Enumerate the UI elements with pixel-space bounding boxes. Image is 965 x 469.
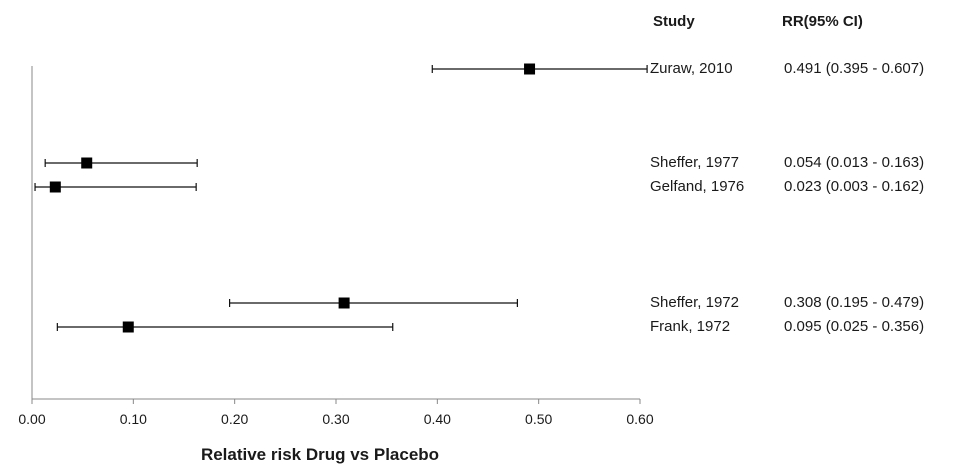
x-tick-label: 0.20 — [221, 411, 248, 427]
rr-value: 0.054 (0.013 - 0.163) — [784, 154, 925, 171]
study-name: Sheffer, 1972 — [650, 294, 739, 311]
x-axis-label: Relative risk Drug vs Placebo — [200, 445, 440, 464]
x-tick-label: 0.40 — [424, 411, 451, 427]
study-name: Frank, 1972 — [650, 318, 731, 335]
rr-column-header: RR(95% CI) — [782, 13, 863, 30]
point-estimate-marker — [81, 157, 93, 169]
x-tick-label: 0.60 — [626, 411, 653, 427]
x-tick-label: 0.00 — [18, 411, 45, 427]
point-estimate-marker — [338, 297, 350, 309]
x-tick-label: 0.50 — [525, 411, 552, 427]
plot-marks — [34, 63, 648, 333]
x-tick-label: 0.30 — [322, 411, 349, 427]
study-name: Zuraw, 2010 — [650, 60, 733, 77]
rr-value: 0.095 (0.025 - 0.356) — [784, 318, 925, 335]
study-name: Sheffer, 1977 — [650, 154, 739, 171]
study-column-header: Study — [653, 13, 695, 30]
axes: 0.00 0.10 0.20 0.30 0.40 0.50 0.60 — [18, 66, 654, 427]
point-estimate-marker — [49, 181, 61, 193]
rr-value: 0.023 (0.003 - 0.162) — [784, 178, 925, 195]
study-name: Gelfand, 1976 — [650, 178, 745, 195]
point-estimate-marker — [524, 63, 536, 75]
rr-value: 0.308 (0.195 - 0.479) — [784, 294, 925, 311]
point-estimate-marker — [122, 321, 134, 333]
x-tick-label: 0.10 — [120, 411, 147, 427]
rr-value: 0.491 (0.395 - 0.607) — [784, 60, 925, 77]
